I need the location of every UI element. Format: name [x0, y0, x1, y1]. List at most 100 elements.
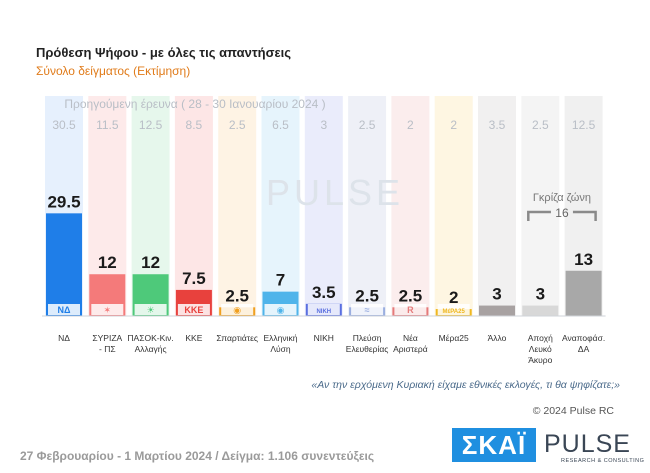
prev-value-2: 12.5	[139, 118, 163, 132]
bar-10	[479, 305, 515, 316]
prev-value-10: 3.5	[489, 118, 506, 132]
column-bg-11	[521, 96, 560, 316]
column-bg-6	[304, 96, 343, 316]
prev-value-6: 3	[320, 118, 327, 132]
category-label-11-0: Αποχή	[528, 333, 553, 343]
category-label-3-0: ΚΚΕ	[185, 333, 202, 343]
prev-value-9: 2	[450, 118, 457, 132]
column-bg-8	[391, 96, 430, 316]
party-logo-9: ΜέΡΑ25	[443, 309, 466, 315]
grey-zone-bracket	[527, 210, 597, 221]
column-bg-9	[434, 96, 473, 316]
category-label-7-0: Πλεύση	[353, 333, 382, 343]
category-label-1-0: ΣΥΡΙΖΑ	[92, 333, 122, 343]
value-label-8: 2.5	[399, 286, 423, 305]
party-logos: ΝΔ ✶ ☀ ΚΚΕ ◉ ◉ ΝΙΚΗ ≈ R ΜέΡΑ25	[48, 304, 470, 315]
category-label-12-1: ΔΑ	[578, 344, 590, 354]
column-bg-4	[218, 96, 257, 316]
bar-12	[565, 270, 602, 316]
grey-zone-label: Γκρίζα ζώνη	[533, 192, 591, 204]
column-bg-10	[478, 96, 516, 316]
party-logo-bg-1	[91, 304, 124, 315]
skai-logo: ΣΚΑΪ	[452, 428, 536, 462]
party-logo-2: ☀	[147, 305, 155, 315]
prev-value-3: 8.5	[186, 118, 203, 132]
survey-footer: 27 Φεβρουαρίου - 1 Μαρτίου 2024 / Δείγμα…	[20, 449, 375, 463]
party-logo-bg-5	[264, 304, 297, 315]
category-label-8-1: Αριστερά	[393, 344, 428, 354]
survey-question: «Αν την ερχόμενη Κυριακή είχαμε εθνικές …	[311, 379, 620, 391]
prev-value-7: 2.5	[359, 118, 376, 132]
grey-zone-annotation: Γκρίζα ζώνη 16	[527, 192, 597, 221]
category-label-5-0: Ελληνική	[263, 333, 297, 343]
party-logo-3: ΚΚΕ	[184, 305, 203, 315]
prev-value-1: 11.5	[96, 118, 119, 132]
watermark: PULSE	[266, 172, 404, 213]
category-label-10-0: Άλλο	[488, 333, 507, 343]
prev-value-11: 2.5	[532, 118, 549, 132]
value-label-10: 3	[492, 285, 501, 304]
party-logo-bg-9	[437, 304, 470, 315]
value-label-3: 7.5	[182, 269, 206, 288]
grey-zone-value: 16	[555, 206, 569, 220]
party-logo-bg-7	[351, 304, 384, 315]
chart-title: Πρόθεση Ψήφου - με όλες τις απαντήσεις	[36, 45, 292, 60]
previous-survey-title: Προηγούμενη έρευνα ( 28 - 30 Ιανουαρίου …	[64, 97, 326, 111]
prev-value-0: 30.5	[52, 118, 76, 132]
category-label-8-0: Νέα	[403, 333, 418, 343]
category-label-12-0: Αναποφάσ.	[562, 333, 605, 343]
previous-survey-values: 30.5 11.5 12.5 8.5 2.5 6.5 3 2.5 2 2 3.5 2.5 12.5	[52, 118, 595, 132]
bar-0	[46, 213, 82, 316]
value-label-7: 2.5	[355, 286, 379, 305]
value-label-2: 12	[141, 253, 160, 272]
column-bg-5	[261, 96, 300, 316]
prev-value-5: 6.5	[272, 118, 289, 132]
party-logo-bg-3	[177, 304, 210, 315]
value-label-0: 29.5	[47, 192, 80, 211]
column-bg-7	[348, 96, 387, 316]
value-label-4: 2.5	[225, 286, 249, 305]
party-logo-bg-8	[394, 304, 427, 315]
watermark-text: PULSE	[266, 172, 404, 213]
value-label-9: 2	[449, 288, 458, 307]
pulse-logo: PULSE	[544, 430, 631, 458]
party-logo-6: ΝΙΚΗ	[316, 309, 331, 315]
party-logo-bg-4	[221, 304, 254, 315]
prev-value-8: 2	[407, 118, 414, 132]
category-label-9-0: Μέρα25	[439, 333, 469, 343]
value-label-11: 3	[536, 285, 545, 304]
party-logo-0: ΝΔ	[58, 305, 71, 315]
category-label-2-0: ΠΑΣΟΚ-Κιν.	[127, 333, 173, 343]
party-logo-4: ◉	[233, 305, 241, 315]
category-label-4-0: Σπαρτιάτες	[216, 333, 258, 343]
party-logo-7: ≈	[365, 305, 370, 315]
party-logo-bg-0	[48, 304, 80, 315]
prev-value-4: 2.5	[229, 118, 246, 132]
category-label-2-1: Αλλαγής	[135, 344, 167, 354]
party-logo-5: ◉	[277, 305, 285, 315]
current-survey-value-labels: 29.5 12 12 7.5 2.5 7 3.5 2.5 2.5 2 3 3 13	[47, 192, 593, 307]
category-label-6-0: ΝΙΚΗ	[314, 333, 334, 343]
chart-subtitle: Σύνολο δείγματος (Εκτίμηση)	[36, 64, 191, 78]
category-label-7-1: Ελευθερίας	[346, 344, 389, 354]
category-label-11-2: Άκυρο	[528, 355, 552, 365]
category-labels: ΝΔ ΣΥΡΙΖΑ- ΠΣ ΠΑΣΟΚ-Κιν.Αλλαγής ΚΚΕ Σπαρτιάτ…	[58, 333, 605, 365]
copyright: © 2024 Pulse RC	[532, 405, 614, 417]
category-label-5-1: Λύση	[270, 344, 291, 354]
value-label-6: 3.5	[312, 283, 336, 302]
value-label-12: 13	[574, 250, 593, 269]
category-label-11-1: Λευκό	[529, 344, 552, 354]
value-label-1: 12	[98, 253, 117, 272]
party-logo-8: R	[407, 305, 414, 315]
column-bg-3	[174, 96, 213, 316]
pulse-tagline: RESEARCH & CONSULTING	[561, 458, 645, 464]
category-label-0-0: ΝΔ	[58, 333, 70, 343]
category-label-1-1: - ΠΣ	[99, 344, 116, 354]
party-logo-bg-6	[307, 304, 340, 315]
prev-value-12: 12.5	[572, 118, 596, 132]
value-label-5: 7	[276, 271, 285, 290]
party-logo-1: ✶	[104, 305, 112, 315]
bar-11	[522, 305, 559, 316]
party-logo-bg-2	[134, 304, 167, 315]
